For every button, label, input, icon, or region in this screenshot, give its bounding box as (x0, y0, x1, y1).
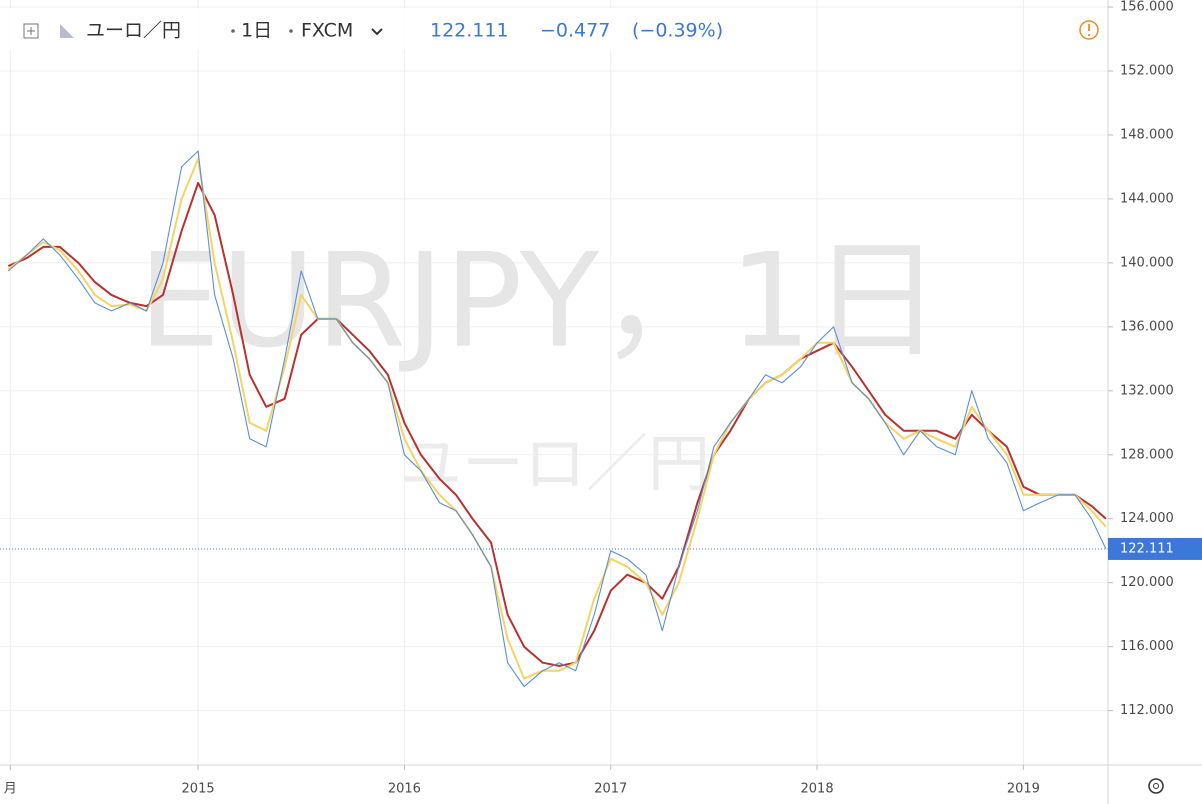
y-tick-label: 136.000 (1120, 319, 1174, 334)
header-bg (0, 8, 740, 50)
watermark-sub: ユーロ／円 (400, 427, 710, 500)
price-line (7, 150, 1107, 688)
axes: 112.000 116.000 120.000 124.000 128.000 132.0… (4, 0, 1202, 797)
x-tick-label: 月 (4, 782, 17, 797)
symbol-icon (60, 24, 74, 38)
settings-icon[interactable] (1148, 778, 1164, 794)
last-price-tag (1108, 537, 1202, 560)
gear (1148, 778, 1164, 794)
y-tick-label: 124.000 (1120, 511, 1174, 526)
y-tick-label: 112.000 (1120, 703, 1174, 718)
y-tick-label: 140.000 (1120, 255, 1174, 270)
y-tick-label: 132.000 (1120, 383, 1174, 398)
moving-average (7, 181, 1107, 667)
y-tick-label: 120.000 (1120, 575, 1174, 590)
separator (231, 29, 235, 33)
last-price-tag-label: 122.111 (1120, 541, 1174, 556)
y-tick-label: 152.000 (1120, 63, 1174, 78)
x-tick-label: 2017 (594, 782, 627, 797)
grid (0, 0, 1108, 765)
symbol[interactable]: ユーロ／円 (86, 20, 181, 42)
moving-average (7, 157, 1107, 680)
x-tick-label: 2018 (801, 782, 834, 797)
y-tick-label: 156.000 (1120, 0, 1174, 15)
x-tick-label: 2015 (182, 782, 215, 797)
exchange[interactable]: FXCM (301, 20, 353, 42)
alert-icon[interactable] (1079, 20, 1099, 40)
watermark: EURJPY，1日 (138, 225, 942, 377)
y-tick-label: 116.000 (1120, 639, 1174, 654)
y-tick-label: 148.000 (1120, 127, 1174, 142)
add-icon-plus (27, 27, 35, 35)
x-tick-label: 2016 (388, 782, 421, 797)
separator (289, 29, 293, 33)
add-icon[interactable] (23, 23, 39, 39)
change: −0.477 (540, 20, 610, 42)
change-pct: (−0.39%) (632, 20, 723, 42)
y-tick-label: 144.000 (1120, 191, 1174, 206)
x-tick-label: 2019 (1007, 782, 1040, 797)
interval[interactable]: 1日 (241, 20, 272, 42)
plot (0, 150, 1108, 688)
y-tick-label: 128.000 (1120, 447, 1174, 462)
gear-hub (1153, 783, 1159, 789)
last-price: 122.111 (430, 20, 509, 42)
chevron[interactable] (371, 28, 383, 36)
